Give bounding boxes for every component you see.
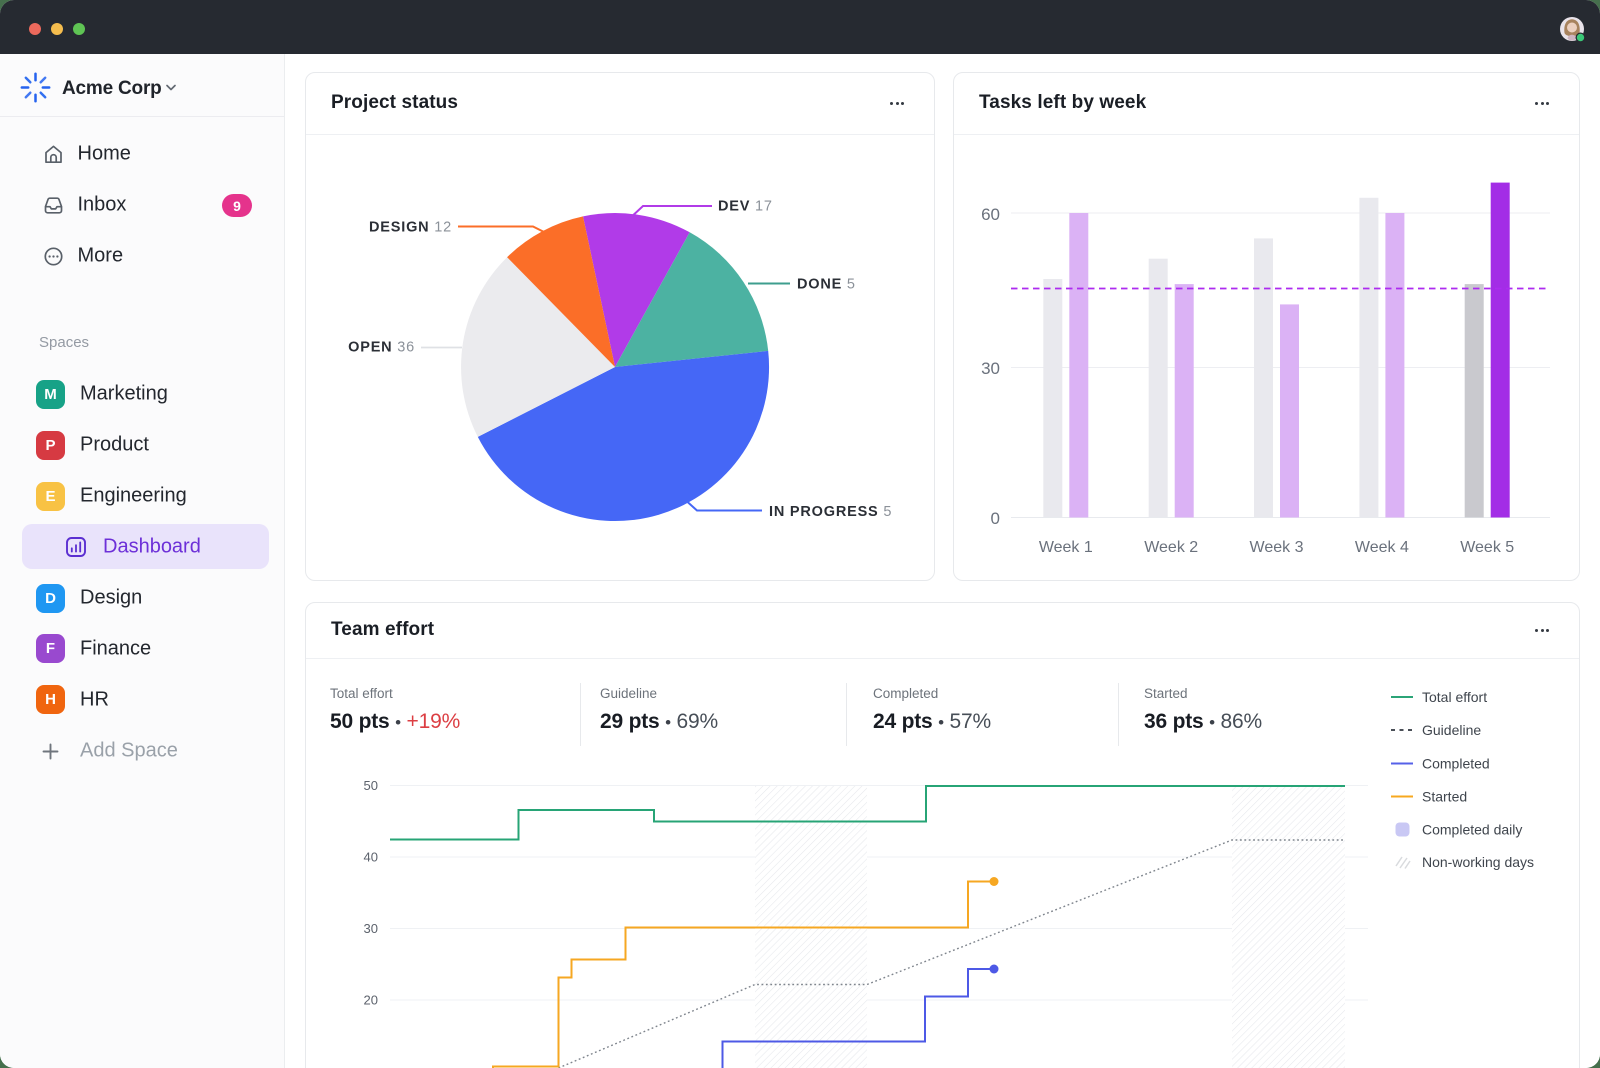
svg-text:0: 0 bbox=[991, 509, 1000, 528]
svg-text:20: 20 bbox=[364, 993, 378, 1008]
svg-text:DESIGN 12: DESIGN 12 bbox=[369, 220, 452, 236]
svg-text:IN PROGRESS 5: IN PROGRESS 5 bbox=[769, 504, 892, 520]
svg-text:OPEN 36: OPEN 36 bbox=[348, 340, 415, 356]
svg-text:40: 40 bbox=[364, 850, 378, 865]
svg-text:Started: Started bbox=[1422, 789, 1467, 805]
svg-text:Non-working days: Non-working days bbox=[1422, 854, 1534, 870]
svg-text:Total effort: Total effort bbox=[1422, 689, 1487, 705]
svg-text:Completed: Completed bbox=[1422, 756, 1490, 772]
svg-text:Week 5: Week 5 bbox=[1460, 539, 1514, 556]
svg-text:Completed daily: Completed daily bbox=[1422, 822, 1522, 838]
svg-text:Guideline: Guideline bbox=[1422, 722, 1481, 738]
svg-text:Week 3: Week 3 bbox=[1250, 539, 1304, 556]
svg-text:30: 30 bbox=[981, 359, 1000, 378]
svg-text:Week 2: Week 2 bbox=[1144, 539, 1198, 556]
svg-text:DEV 17: DEV 17 bbox=[718, 199, 773, 215]
svg-text:Week 4: Week 4 bbox=[1355, 539, 1409, 556]
svg-text:30: 30 bbox=[364, 921, 378, 936]
svg-text:DONE 5: DONE 5 bbox=[797, 277, 856, 293]
svg-text:Week 1: Week 1 bbox=[1039, 539, 1093, 556]
svg-text:60: 60 bbox=[981, 205, 1000, 224]
svg-text:50: 50 bbox=[364, 778, 378, 793]
